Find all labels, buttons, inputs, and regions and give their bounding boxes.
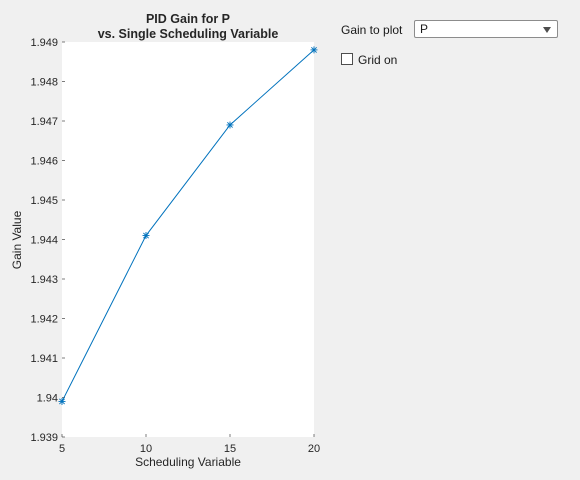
gain-select-dropdown[interactable]: P (414, 20, 558, 38)
y-tick-label: 1.943 (30, 274, 58, 286)
data-point-marker (310, 46, 318, 54)
y-tick-label: 1.944 (30, 235, 58, 247)
data-point-marker (226, 121, 234, 129)
y-tick-label: 1.94 (37, 393, 58, 405)
x-tick-label: 20 (308, 443, 320, 455)
plot-area (62, 42, 314, 437)
chart-title-line-2: vs. Single Scheduling Variable (98, 27, 279, 41)
y-tick-label: 1.942 (30, 314, 58, 326)
gain-to-plot-label: Gain to plot (341, 23, 403, 37)
checkbox-icon (341, 53, 353, 65)
y-tick-label: 1.948 (30, 77, 58, 89)
y-tick-label: 1.949 (30, 37, 58, 49)
x-tick-label: 15 (224, 443, 236, 455)
y-tick-label: 1.939 (30, 432, 58, 444)
grid-on-label: Grid on (358, 53, 398, 67)
axis-ticks: 5 10 15 20 1.939 1.94 1.941 1.942 1.943 1.944 1.94… (30, 37, 320, 455)
chevron-down-icon (543, 27, 551, 33)
chart-title-line-1: PID Gain for P (146, 12, 230, 26)
x-tick-label: 10 (140, 443, 152, 455)
y-tick-label: 1.941 (30, 353, 58, 365)
y-tick-label: 1.945 (30, 195, 58, 207)
y-tick-label: 1.946 (30, 156, 58, 168)
y-tick-label: 1.947 (30, 116, 58, 128)
gain-select-value: P (420, 22, 429, 36)
x-tick-label: 5 (59, 443, 65, 455)
y-axis-label: Gain Value (10, 210, 24, 269)
series-line (61, 49, 315, 402)
x-axis-label: Scheduling Variable (135, 455, 241, 469)
data-series (58, 46, 318, 405)
data-point-marker (58, 397, 66, 405)
data-point-marker (142, 232, 150, 240)
